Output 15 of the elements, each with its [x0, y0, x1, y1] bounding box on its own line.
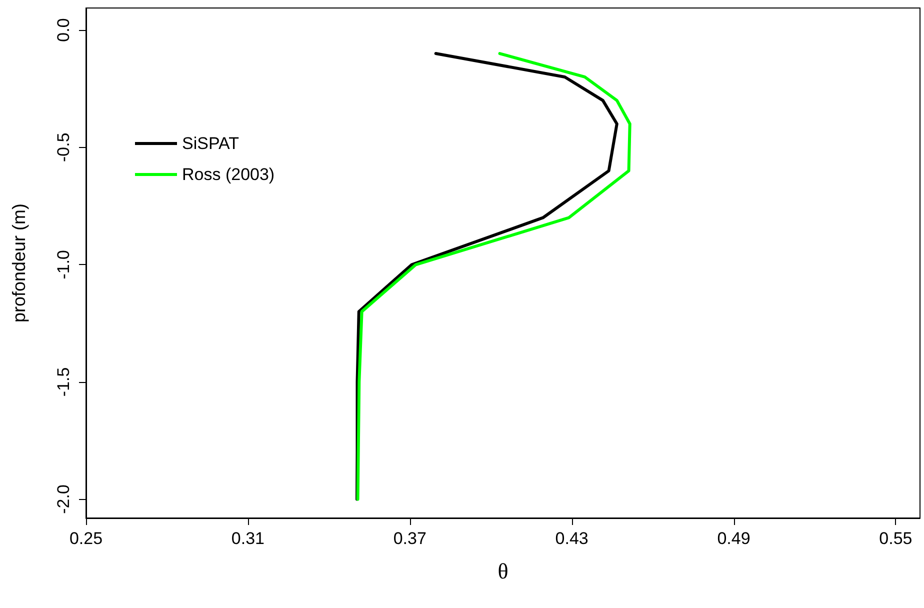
- x-axis-title: θ: [498, 558, 508, 584]
- x-tick-label: 0.55: [879, 529, 912, 548]
- x-tick-label: 0.25: [69, 529, 103, 548]
- y-tick-label: -1.5: [54, 367, 73, 397]
- legend-label: Ross (2003): [182, 165, 275, 184]
- y-tick-label: -1.0: [54, 250, 73, 280]
- legend-label: SiSPAT: [182, 134, 239, 153]
- x-tick-label: 0.37: [393, 529, 426, 548]
- y-tick-label: -2.0: [54, 484, 73, 514]
- y-axis-title: profondeur (m): [9, 203, 29, 323]
- x-tick-label: 0.31: [231, 529, 264, 548]
- x-tick-label: 0.49: [717, 529, 750, 548]
- y-tick-label: 0.0: [54, 18, 73, 42]
- y-tick-label: -0.5: [54, 132, 73, 162]
- x-tick-label: 0.43: [555, 529, 588, 548]
